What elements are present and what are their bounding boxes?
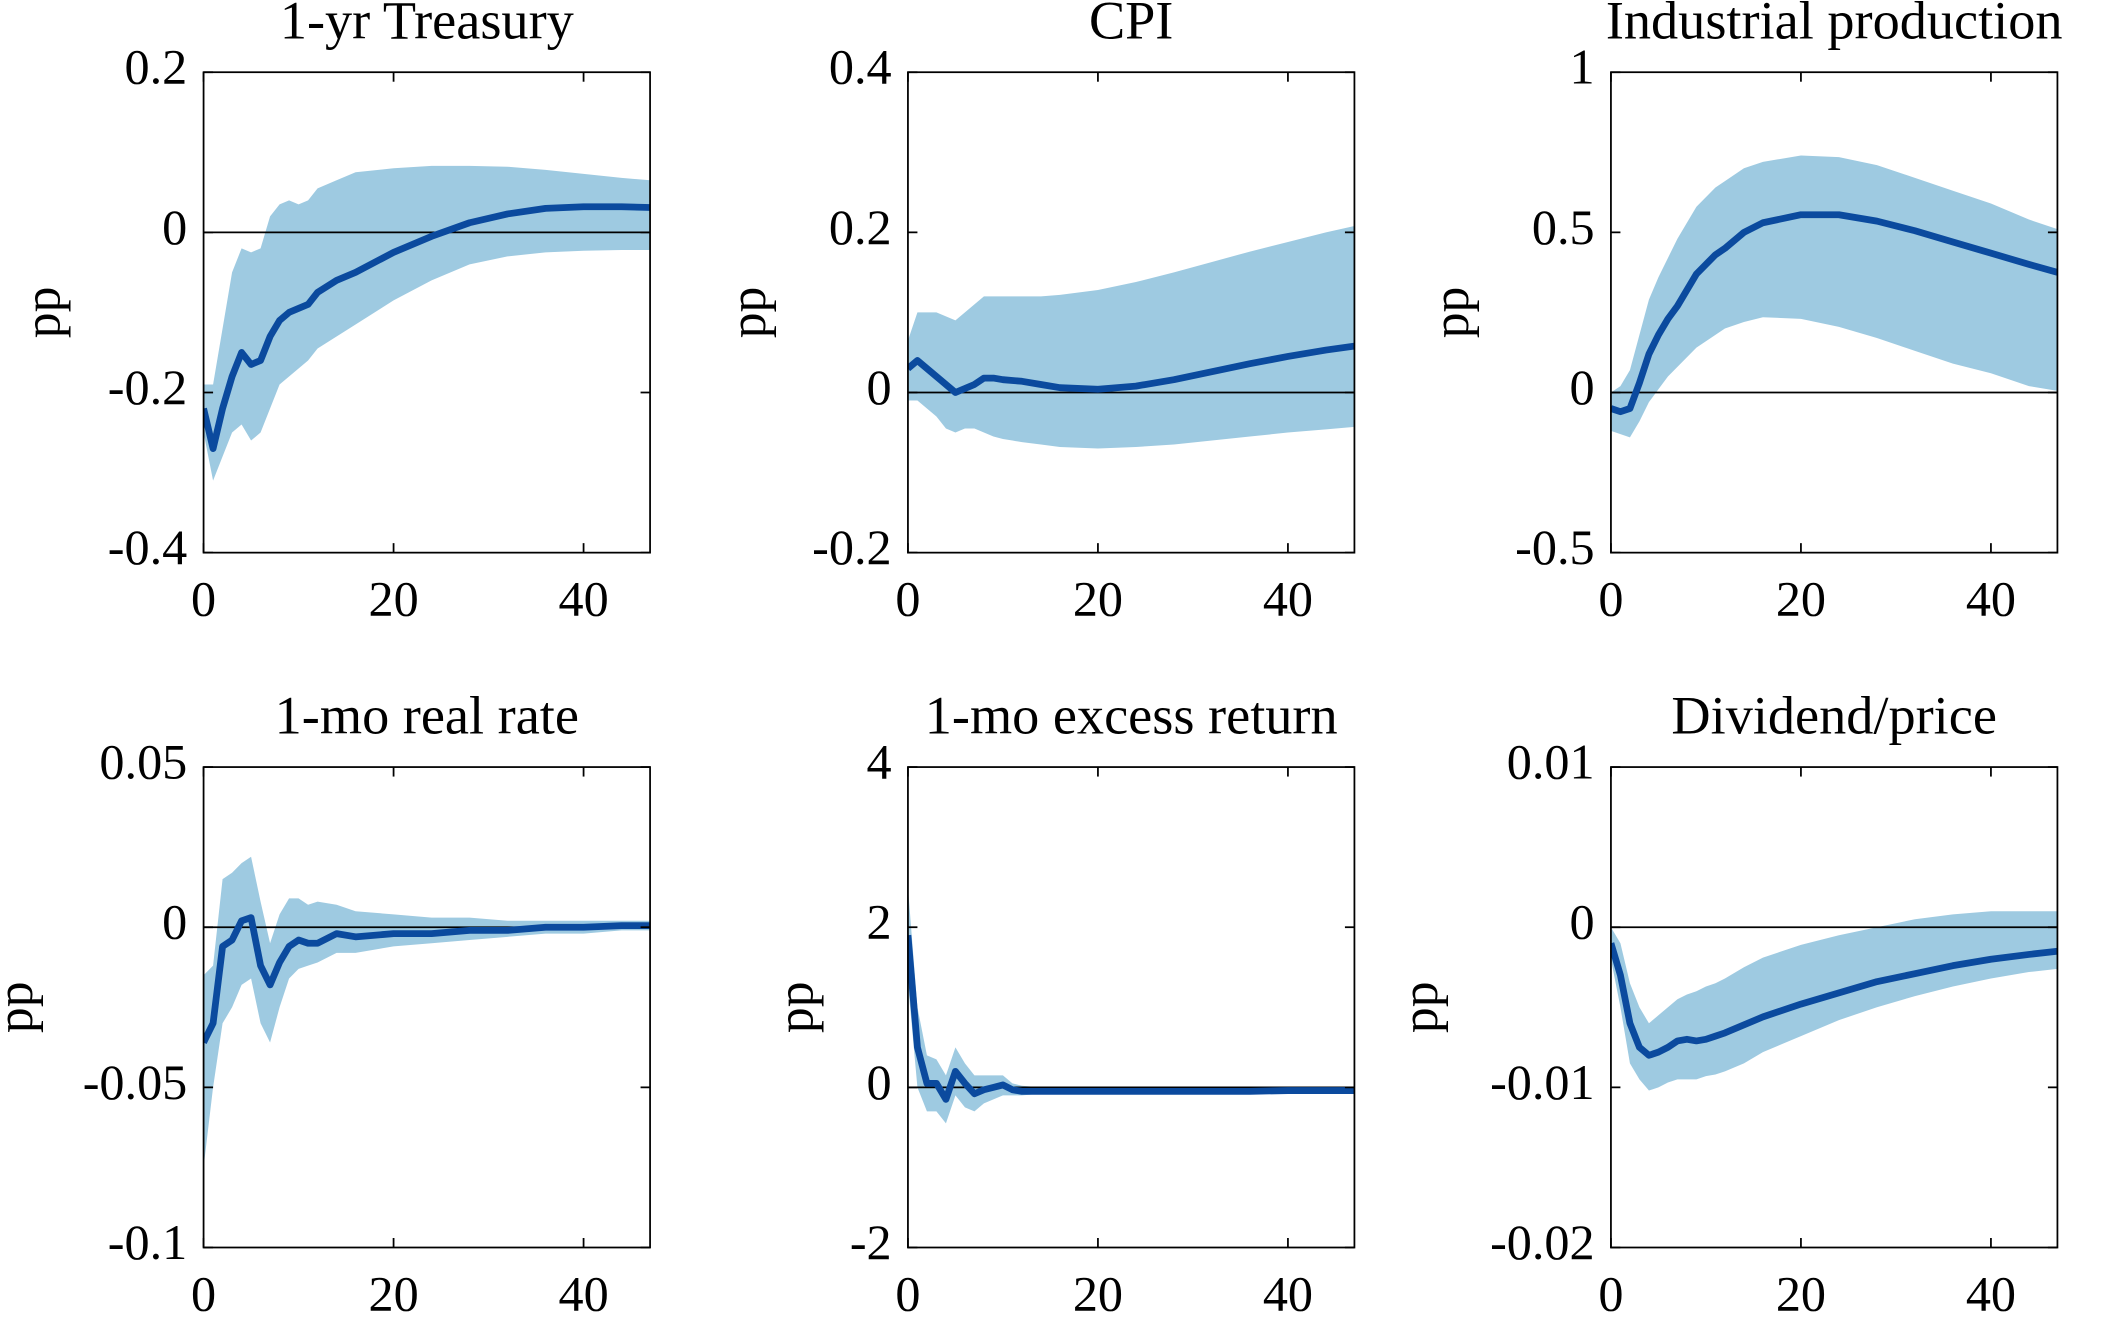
y-tick-label: -0.1 — [108, 1214, 187, 1270]
y-tick-label: 0.2 — [125, 39, 188, 95]
irf-line — [907, 342, 1355, 396]
y-tick-label: -0.4 — [108, 519, 187, 575]
axes-box — [202, 766, 651, 1249]
y-tick-label: -0.01 — [1490, 1054, 1595, 1110]
x-tick-label: 20 — [1073, 1266, 1123, 1317]
subplot-title: 1-mo real rate — [275, 685, 579, 745]
plot-area — [203, 165, 651, 481]
y-tick-label: 0.2 — [829, 199, 892, 255]
y-tick-label: 0 — [162, 199, 187, 255]
subplot: -0.02 -0.01 0 0.01 0 20 40 Dividend/price pp — [1392, 685, 2059, 1317]
confidence-band — [1610, 155, 2058, 438]
y-tick-label: -0.5 — [1515, 519, 1594, 575]
y-axis-label: pp — [0, 982, 44, 1034]
y-tick-label: 0 — [1570, 359, 1595, 415]
y-tick-label: 0.01 — [1507, 734, 1595, 790]
confidence-band — [1610, 911, 2058, 1091]
y-tick-label: 0 — [162, 894, 187, 950]
confidence-band — [907, 225, 1355, 449]
x-tick-label: 0 — [191, 1266, 216, 1317]
x-tick-label: 20 — [1776, 571, 1826, 627]
y-tick-label: -2 — [850, 1214, 892, 1270]
y-tick-label: -0.05 — [83, 1054, 188, 1110]
x-tick-label: 20 — [1073, 571, 1123, 627]
x-tick-label: 0 — [895, 1266, 920, 1317]
y-tick-label: 0.05 — [99, 734, 187, 790]
plot-area — [907, 225, 1355, 449]
axes-box — [1610, 71, 2059, 554]
y-axis-label: pp — [1423, 287, 1480, 339]
y-tick-label: -0.02 — [1490, 1214, 1595, 1270]
y-axis-label: pp — [768, 982, 825, 1034]
subplot-title: 1-mo excess return — [925, 685, 1338, 745]
x-tick-label: 0 — [191, 571, 216, 627]
subplot-title: 1-yr Treasury — [280, 0, 574, 51]
x-tick-label: 40 — [1263, 1266, 1313, 1317]
irf-line — [203, 203, 651, 452]
axes-box — [1610, 766, 2059, 1249]
plot-area — [907, 887, 1355, 1124]
confidence-band — [907, 887, 1355, 1124]
x-tick-label: 0 — [1598, 1266, 1623, 1317]
subplot-title: Industrial production — [1606, 0, 2063, 51]
y-axis-label: pp — [14, 287, 71, 339]
x-tick-label: 20 — [368, 1266, 418, 1317]
x-tick-label: 20 — [368, 571, 418, 627]
y-axis-label: pp — [720, 287, 777, 339]
y-tick-label: 0 — [1570, 894, 1595, 950]
x-tick-label: 40 — [558, 571, 608, 627]
confidence-band — [203, 165, 651, 481]
plot-area — [1610, 155, 2058, 438]
y-tick-label: 2 — [867, 894, 892, 950]
plot-area — [1610, 911, 2058, 1091]
x-tick-label: 40 — [558, 1266, 608, 1317]
irf-line — [203, 914, 651, 1045]
axes-box — [907, 71, 1356, 554]
y-tick-label: 4 — [867, 734, 892, 790]
axes-box — [907, 766, 1356, 1249]
subplot: -0.4 -0.2 0 0.2 0 20 40 1-yr Treasury pp — [14, 0, 651, 627]
x-tick-label: 40 — [1966, 571, 2016, 627]
irf-line — [1610, 942, 2058, 1059]
subplot-title: CPI — [1089, 0, 1173, 51]
subplot: -0.1 -0.05 0 0.05 0 20 40 1-mo real rate pp — [0, 685, 651, 1317]
x-tick-label: 0 — [895, 571, 920, 627]
y-tick-label: -0.2 — [812, 519, 891, 575]
x-tick-label: 20 — [1776, 1266, 1826, 1317]
x-tick-label: 40 — [1263, 571, 1313, 627]
plot-area — [203, 856, 651, 1168]
y-axis-label: pp — [1392, 982, 1449, 1034]
irf-line — [907, 934, 1355, 1103]
irf-line — [1610, 211, 2058, 416]
y-tick-label: -0.2 — [108, 359, 187, 415]
x-tick-label: 40 — [1966, 1266, 2016, 1317]
axes-box — [202, 71, 651, 554]
y-tick-label: 1 — [1570, 39, 1595, 95]
y-tick-label: 0.5 — [1532, 199, 1595, 255]
y-tick-label: 0 — [867, 1054, 892, 1110]
confidence-band — [203, 856, 651, 1168]
subplot-title: Dividend/price — [1671, 685, 1997, 745]
y-tick-label: 0.4 — [829, 39, 892, 95]
y-tick-label: 0 — [867, 359, 892, 415]
x-tick-label: 0 — [1598, 571, 1623, 627]
